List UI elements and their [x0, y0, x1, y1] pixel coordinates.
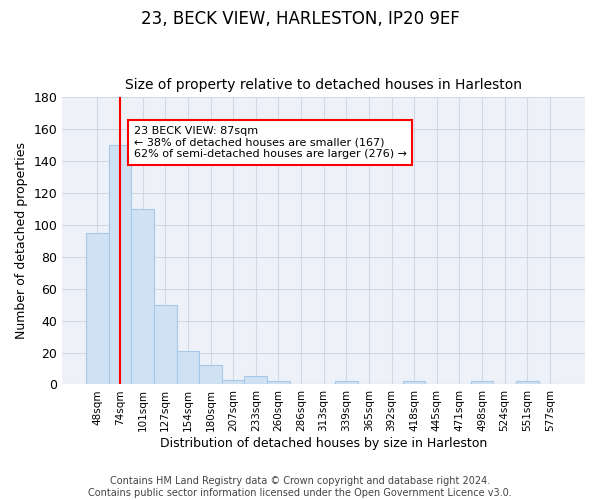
Bar	[199, 366, 222, 384]
Bar	[267, 382, 290, 384]
Bar	[154, 304, 176, 384]
Bar	[516, 382, 539, 384]
Bar	[131, 209, 154, 384]
Bar	[109, 145, 131, 384]
Bar	[335, 382, 358, 384]
Bar	[86, 233, 109, 384]
Bar	[222, 380, 244, 384]
Bar	[403, 382, 425, 384]
X-axis label: Distribution of detached houses by size in Harleston: Distribution of detached houses by size …	[160, 437, 487, 450]
Text: Contains HM Land Registry data © Crown copyright and database right 2024.
Contai: Contains HM Land Registry data © Crown c…	[88, 476, 512, 498]
Y-axis label: Number of detached properties: Number of detached properties	[15, 142, 28, 340]
Bar	[244, 376, 267, 384]
Bar	[176, 351, 199, 384]
Text: 23, BECK VIEW, HARLESTON, IP20 9EF: 23, BECK VIEW, HARLESTON, IP20 9EF	[140, 10, 460, 28]
Title: Size of property relative to detached houses in Harleston: Size of property relative to detached ho…	[125, 78, 522, 92]
Text: 23 BECK VIEW: 87sqm
← 38% of detached houses are smaller (167)
62% of semi-detac: 23 BECK VIEW: 87sqm ← 38% of detached ho…	[134, 126, 407, 159]
Bar	[471, 382, 493, 384]
